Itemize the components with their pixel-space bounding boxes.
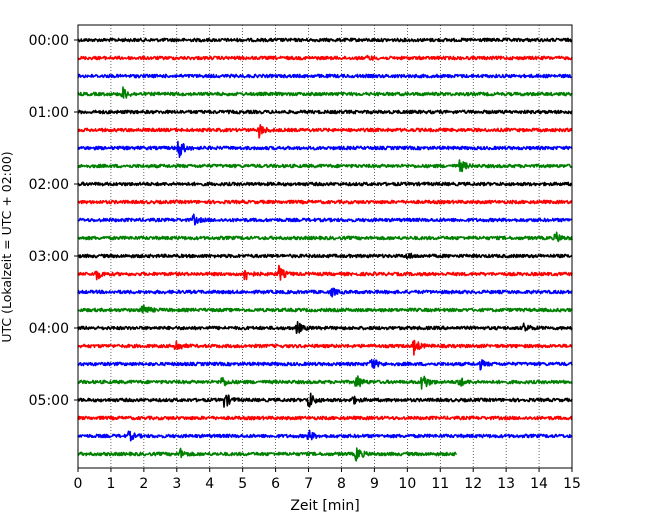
plot-frame [77,24,573,469]
trace-line [77,339,573,356]
x-axis-ticks: 0 1 2 3 4 5 6 7 8 9 10 11 12 13 14 15 [74,468,581,492]
y-tick-label: 03:00 [29,249,69,265]
trace-line [77,304,573,314]
trace-line [77,375,573,390]
x-tick-label: 15 [563,476,581,492]
x-tick-label: 14 [530,476,548,492]
y-tick-label: 02:00 [29,177,69,193]
trace-line [77,109,573,115]
x-tick-label: 1 [106,476,115,492]
x-tick-label: 11 [431,476,449,492]
y-tick-label: 01:00 [29,105,69,121]
trace-line [77,320,573,335]
trace-line [77,252,573,260]
x-tick-label: 9 [370,476,379,492]
x-axis-label: Zeit [min] [290,498,359,514]
trace-line [77,140,573,158]
trace-line [77,124,573,139]
x-tick-label: 3 [172,476,181,492]
y-tick-label: 00:00 [29,33,69,49]
trace-line [77,447,458,462]
x-tick-label: 2 [139,476,148,492]
y-axis-label: UTC (Lokalzeit = UTC + 02:00) [0,151,14,342]
trace-line [77,199,573,205]
x-tick-label: 10 [398,476,416,492]
x-tick-label: 0 [74,476,83,492]
trace-line [77,54,573,61]
y-tick-label: 05:00 [29,393,69,409]
trace-line [77,392,573,408]
y-tick-label: 04:00 [29,321,69,337]
x-tick-label: 12 [464,476,482,492]
x-tick-label: 13 [497,476,515,492]
grid-lines [110,25,540,468]
trace-line [77,37,573,43]
trace-line [77,181,573,187]
y-axis-ticks: 00:00 01:00 02:00 03:00 04:00 05:00 [29,33,78,409]
trace-line [77,264,573,281]
seismic-traces [77,37,573,462]
trace-line [77,231,573,243]
trace-line [77,415,573,421]
trace-line [77,287,573,298]
trace-line [77,159,573,173]
x-tick-label: 4 [205,476,214,492]
trace-line [77,73,573,79]
trace-line [77,213,573,226]
trace-line [77,429,573,442]
x-tick-label: 6 [271,476,280,492]
x-tick-label: 8 [337,476,346,492]
trace-line [77,358,573,371]
x-tick-label: 5 [238,476,247,492]
trace-line [77,86,573,99]
x-tick-label: 7 [304,476,313,492]
